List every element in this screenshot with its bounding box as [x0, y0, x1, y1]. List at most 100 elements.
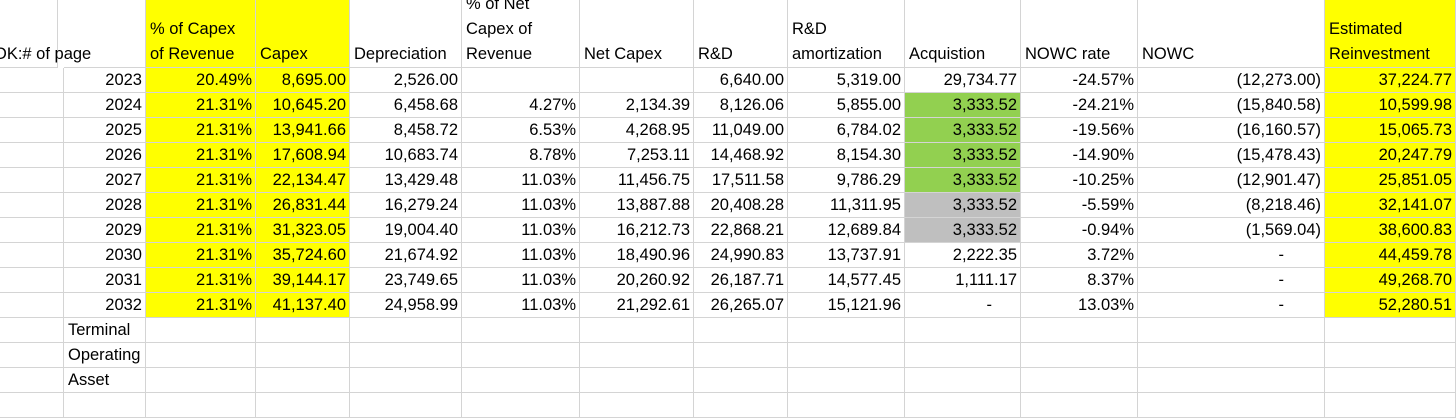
cell-estimated-reinvestment[interactable]: 10,599.98 [1325, 93, 1456, 118]
cell-net-capex[interactable]: 18,490.96 [580, 243, 694, 268]
header-capex[interactable]: Capex [256, 0, 350, 68]
cell-capex[interactable]: 26,831.44 [256, 193, 350, 218]
cell-net-capex-pct-revenue[interactable] [462, 68, 580, 93]
cell-capex-pct-revenue[interactable]: 21.31% [146, 293, 256, 318]
cell-net-capex[interactable]: 4,268.95 [580, 118, 694, 143]
cell-acquisition[interactable]: - [905, 293, 1021, 318]
cell-nowc-rate[interactable] [1021, 393, 1138, 418]
cell-rnd-amortization[interactable] [788, 318, 905, 343]
header-depreciation[interactable]: Depreciation [350, 0, 462, 68]
header-capex-pct-revenue[interactable]: % of Capex of Revenue [146, 0, 256, 68]
cell-depreciation[interactable]: 24,958.99 [350, 293, 462, 318]
cell-net-capex-pct-revenue[interactable]: 11.03% [462, 193, 580, 218]
cell-depreciation[interactable]: 16,279.24 [350, 193, 462, 218]
cell-rnd-amortization[interactable]: 12,689.84 [788, 218, 905, 243]
cell-rnd[interactable]: 26,187.71 [694, 268, 788, 293]
cell-estimated-reinvestment[interactable]: 49,268.70 [1325, 268, 1456, 293]
cell-capex-pct-revenue[interactable]: 21.31% [146, 93, 256, 118]
cell-nowc[interactable] [1138, 368, 1325, 393]
cell-acquisition[interactable]: 29,734.77 [905, 68, 1021, 93]
cell-nowc[interactable]: (1,569.04) [1138, 218, 1325, 243]
cell-depreciation[interactable] [350, 318, 462, 343]
cell-depreciation[interactable] [350, 368, 462, 393]
cell-year[interactable]: Terminal [64, 318, 146, 343]
cell-label[interactable] [0, 168, 64, 193]
cell-net-capex[interactable]: 2,134.39 [580, 93, 694, 118]
cell-label[interactable] [0, 293, 64, 318]
cell-capex[interactable]: 10,645.20 [256, 93, 350, 118]
cell-estimated-reinvestment[interactable] [1325, 318, 1456, 343]
cell-year[interactable]: 2030 [64, 243, 146, 268]
cell-rnd-amortization[interactable]: 11,311.95 [788, 193, 905, 218]
cell-depreciation[interactable]: 8,458.72 [350, 118, 462, 143]
cell-capex-pct-revenue[interactable] [146, 368, 256, 393]
cell-nowc-rate[interactable]: 13.03% [1021, 293, 1138, 318]
cell-nowc-rate[interactable]: -14.90% [1021, 143, 1138, 168]
cell-estimated-reinvestment[interactable]: 52,280.51 [1325, 293, 1456, 318]
cell-capex-pct-revenue[interactable]: 21.31% [146, 218, 256, 243]
cell-capex[interactable]: 35,724.60 [256, 243, 350, 268]
cell-net-capex[interactable]: 13,887.88 [580, 193, 694, 218]
cell-net-capex[interactable]: 7,253.11 [580, 143, 694, 168]
cell-rnd-amortization[interactable] [788, 343, 905, 368]
header-net-capex[interactable]: Net Capex [580, 0, 694, 68]
cell-estimated-reinvestment[interactable]: 20,247.79 [1325, 143, 1456, 168]
cell-capex[interactable]: 13,941.66 [256, 118, 350, 143]
cell-estimated-reinvestment[interactable] [1325, 393, 1456, 418]
cell-capex-pct-revenue[interactable]: 21.31% [146, 268, 256, 293]
cell-net-capex-pct-revenue[interactable]: 6.53% [462, 118, 580, 143]
cell-acquisition[interactable] [905, 368, 1021, 393]
cell-net-capex-pct-revenue[interactable]: 11.03% [462, 268, 580, 293]
cell-rnd[interactable]: 26,265.07 [694, 293, 788, 318]
cell-net-capex[interactable]: 20,260.92 [580, 268, 694, 293]
cell-nowc[interactable]: (16,160.57) [1138, 118, 1325, 143]
cell-nowc[interactable]: (12,273.00) [1138, 68, 1325, 93]
cell-rnd[interactable] [694, 318, 788, 343]
cell-acquisition[interactable]: 1,111.17 [905, 268, 1021, 293]
cell-depreciation[interactable] [350, 343, 462, 368]
header-nowc-rate[interactable]: NOWC rate [1021, 0, 1138, 68]
cell-net-capex[interactable] [580, 393, 694, 418]
cell-acquisition[interactable] [905, 393, 1021, 418]
cell-depreciation[interactable]: 19,004.40 [350, 218, 462, 243]
cell-nowc-rate[interactable]: -19.56% [1021, 118, 1138, 143]
cell-rnd-amortization[interactable]: 8,154.30 [788, 143, 905, 168]
cell-capex-pct-revenue[interactable]: 21.31% [146, 143, 256, 168]
cell-nowc[interactable]: - [1138, 293, 1325, 318]
cell-estimated-reinvestment[interactable]: 25,851.05 [1325, 168, 1456, 193]
cell-net-capex-pct-revenue[interactable] [462, 368, 580, 393]
cell-capex[interactable]: 17,608.94 [256, 143, 350, 168]
cell-year[interactable]: 2032 [64, 293, 146, 318]
cell-net-capex-pct-revenue[interactable] [462, 393, 580, 418]
cell-rnd[interactable]: 24,990.83 [694, 243, 788, 268]
cell-nowc-rate[interactable]: -24.21% [1021, 93, 1138, 118]
cell-capex[interactable]: 31,323.05 [256, 218, 350, 243]
header-rnd-amortization[interactable]: R&D amortization [788, 0, 905, 68]
cell-label[interactable] [0, 93, 64, 118]
cell-acquisition[interactable]: 3,333.52 [905, 143, 1021, 168]
cell-nowc-rate[interactable]: -0.94% [1021, 218, 1138, 243]
cell-rnd[interactable]: 17,511.58 [694, 168, 788, 193]
cell-rnd-amortization[interactable]: 9,786.29 [788, 168, 905, 193]
cell-nowc[interactable]: - [1138, 268, 1325, 293]
cell-estimated-reinvestment[interactable]: 15,065.73 [1325, 118, 1456, 143]
cell-year[interactable]: 2025 [64, 118, 146, 143]
cell-depreciation[interactable]: 13,429.48 [350, 168, 462, 193]
cell-depreciation[interactable]: 2,526.00 [350, 68, 462, 93]
cell-nowc-rate[interactable]: 3.72% [1021, 243, 1138, 268]
cell-rnd[interactable]: 14,468.92 [694, 143, 788, 168]
cell-net-capex[interactable] [580, 343, 694, 368]
cell-acquisition[interactable]: 3,333.52 [905, 193, 1021, 218]
cell-capex[interactable] [256, 368, 350, 393]
cell-acquisition[interactable]: 3,333.52 [905, 218, 1021, 243]
cell-acquisition[interactable]: 3,333.52 [905, 93, 1021, 118]
cell-rnd[interactable]: 6,640.00 [694, 68, 788, 93]
cell-year[interactable]: 2029 [64, 218, 146, 243]
header-label[interactable]: OK:# of page [0, 0, 91, 68]
cell-year[interactable]: 2023 [64, 68, 146, 93]
cell-label[interactable] [0, 268, 64, 293]
cell-capex-pct-revenue[interactable]: 21.31% [146, 168, 256, 193]
cell-capex[interactable] [256, 393, 350, 418]
cell-label[interactable] [0, 393, 64, 418]
cell-capex[interactable]: 39,144.17 [256, 268, 350, 293]
